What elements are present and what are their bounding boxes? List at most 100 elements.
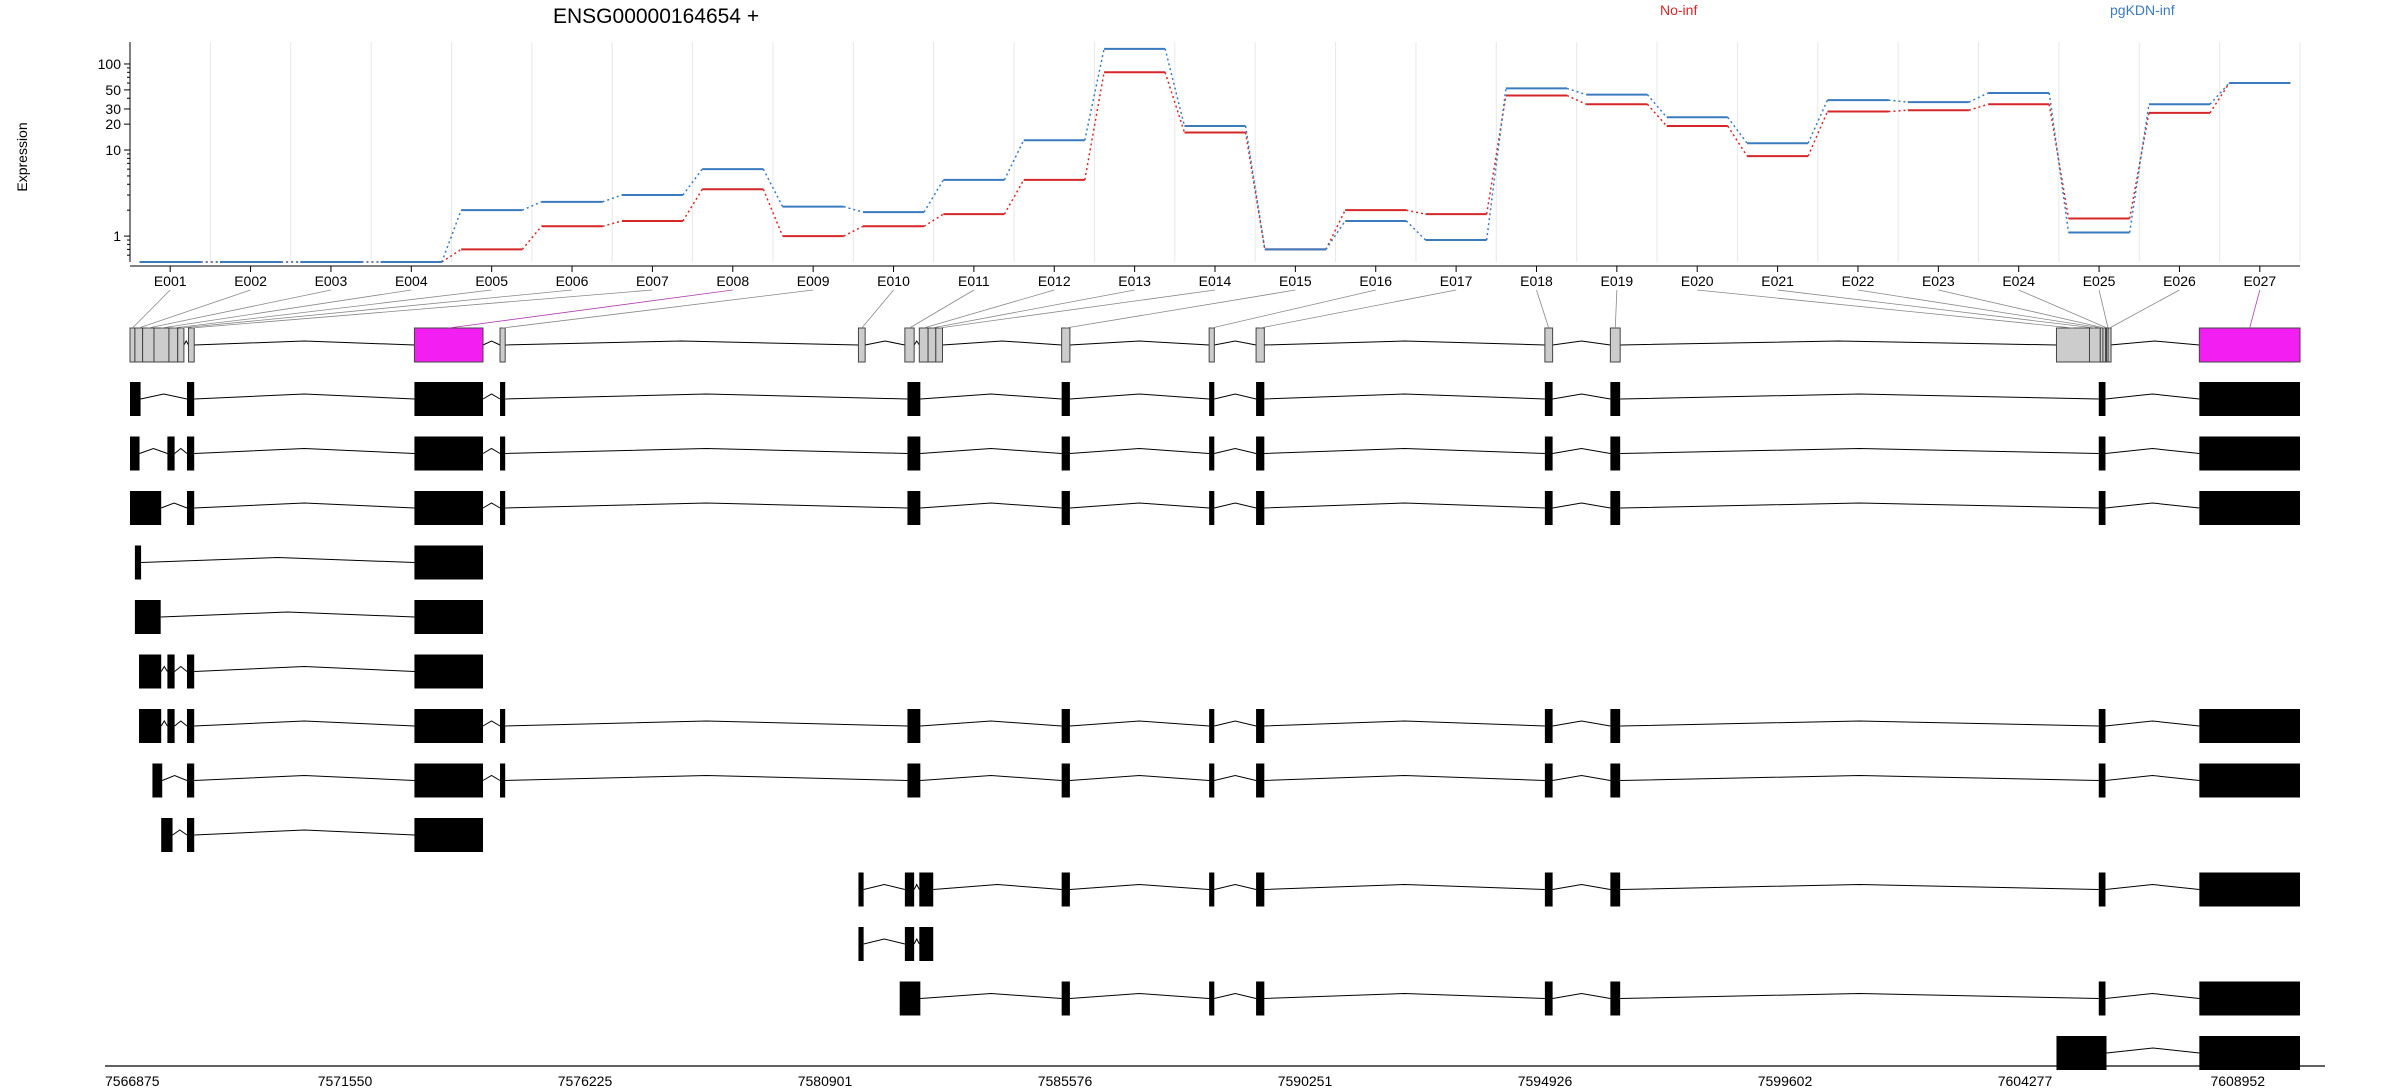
transcript-intron	[1069, 502, 1210, 509]
transcript-intron	[1214, 883, 1257, 890]
transcript-exon	[500, 709, 506, 743]
transcript-exon	[186, 491, 195, 525]
transcript-intron	[1214, 720, 1257, 727]
transcript-intron	[482, 720, 501, 727]
transcript-intron	[194, 774, 415, 781]
exon-connector	[1211, 289, 1376, 329]
exon-bin	[2088, 327, 2101, 363]
exon-connector	[1697, 289, 2074, 329]
series-connector	[1003, 179, 1025, 215]
x-tick-label: E013	[1118, 273, 1151, 289]
exon-connector	[448, 289, 733, 329]
exon-connector	[2249, 289, 2261, 329]
transcript-intron	[482, 502, 501, 509]
series-connector	[521, 201, 542, 211]
transcript-exon	[130, 491, 162, 525]
transcript-intron	[1214, 393, 1257, 400]
transcript-intron	[920, 720, 1062, 727]
transcript-intron	[194, 447, 415, 454]
coordinate-label: 7566875	[105, 1073, 160, 1089]
intron-line	[1214, 340, 1257, 346]
series-connector	[1325, 209, 1346, 250]
exon-bin	[188, 327, 195, 363]
coordinate-label: 7585576	[1038, 1073, 1093, 1089]
transcript-intron	[920, 774, 1062, 781]
transcript-exon	[1256, 436, 1265, 471]
transcript-exon	[858, 872, 864, 907]
transcript-exon	[904, 927, 915, 961]
exon-bin	[935, 327, 944, 363]
x-tick-label: E019	[1601, 273, 1634, 289]
x-tick-label: E024	[2002, 273, 2035, 289]
transcript-exon	[1256, 709, 1265, 743]
series-connector	[441, 209, 462, 263]
transcript-exon	[1061, 382, 1070, 416]
exon-connector	[138, 289, 251, 329]
transcript-intron	[2105, 883, 2200, 890]
transcript-intron	[1620, 992, 2099, 999]
transcript-exon	[500, 491, 506, 525]
intron-line	[505, 340, 859, 346]
transcript-exon	[130, 436, 140, 471]
transcript-exon	[919, 927, 934, 961]
transcript-intron	[194, 502, 415, 509]
coordinate-label: 7599602	[1758, 1073, 1813, 1089]
transcript-exon	[899, 981, 921, 1016]
transcript-intron	[194, 665, 415, 672]
series-connector	[2209, 82, 2230, 114]
transcript-intron	[863, 938, 905, 945]
intron-line	[1620, 340, 2057, 346]
intron-line	[1264, 340, 1545, 346]
x-tick-label: E005	[475, 273, 508, 289]
transcript-exon	[186, 436, 195, 471]
transcript-exon	[130, 382, 141, 416]
series-connector	[1003, 139, 1025, 181]
transcript-intron	[1069, 393, 1210, 400]
transcript-intron	[1069, 774, 1210, 781]
series-connector	[1164, 48, 1186, 127]
transcript-exon	[1209, 981, 1215, 1016]
transcript-exon	[2098, 709, 2106, 743]
exon-connector	[923, 289, 1055, 329]
exon-bin	[918, 327, 929, 363]
transcript-exon	[1061, 491, 1070, 525]
transcript-intron	[863, 883, 905, 890]
series-connector	[1968, 103, 1989, 111]
series-connector	[762, 188, 784, 237]
series-connector	[1566, 87, 1587, 96]
transcript-exon	[1544, 709, 1553, 743]
transcript-exon	[907, 763, 921, 798]
transcript-exon	[167, 436, 175, 471]
transcript-exon	[1610, 491, 1621, 525]
exon-connector	[1065, 289, 1296, 329]
coordinate-label: 7590251	[1278, 1073, 1333, 1089]
x-tick-label: E026	[2163, 273, 2196, 289]
transcript-exon	[1610, 436, 1621, 471]
transcript-intron	[1620, 447, 2099, 454]
transcript-exon	[1209, 763, 1215, 798]
transcript-exon	[2098, 436, 2106, 471]
transcript-intron	[140, 393, 188, 400]
exon-bin	[129, 327, 136, 363]
transcript-intron	[139, 447, 168, 454]
transcript-intron	[1264, 502, 1545, 509]
exon-bin	[177, 327, 185, 363]
transcript-exon	[1256, 763, 1265, 798]
exon-bin	[1208, 327, 1215, 363]
gene-model: 7566875 7571550 7576225 7580901 7585576 75902…	[105, 289, 2325, 1089]
exon-bin	[134, 327, 144, 363]
transcript-exon	[1610, 763, 1621, 798]
coordinate-label: 7604277	[1998, 1073, 2053, 1089]
transcript-exon	[186, 709, 195, 743]
transcript-exon	[139, 709, 162, 743]
exon-connector	[1938, 289, 2105, 329]
transcript-intron	[1264, 992, 1545, 999]
x-tick-label: E017	[1440, 273, 1473, 289]
x-tick-label: E016	[1359, 273, 1392, 289]
chart-title: ENSG00000164654 +	[553, 5, 759, 28]
transcript-exon	[2199, 1036, 2300, 1070]
transcript-exon	[2098, 491, 2106, 525]
transcript-intron	[920, 393, 1062, 400]
transcript-intron	[141, 556, 415, 563]
series-connector	[762, 168, 784, 207]
